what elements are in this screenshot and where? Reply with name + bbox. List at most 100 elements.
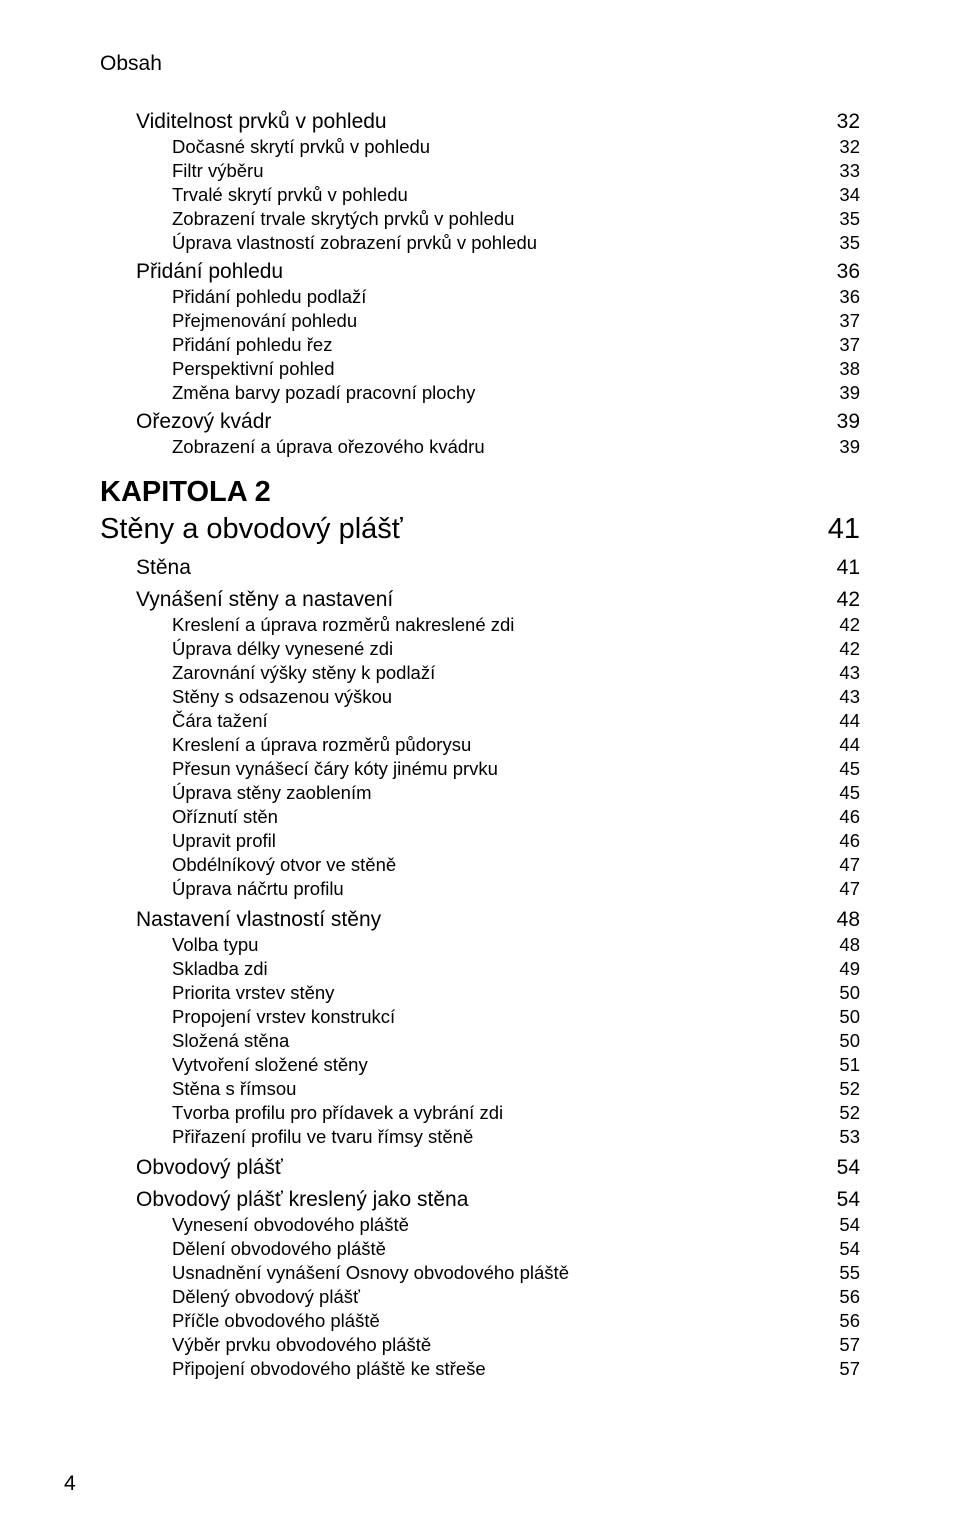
toc-item-label: Zobrazení trvale skrytých prvků v pohled… (172, 208, 827, 230)
toc-item-page: 35 (827, 208, 860, 230)
toc-item-label: Přidání pohledu řez (172, 334, 827, 356)
toc-item-label: Stěna s římsou (172, 1078, 827, 1100)
toc-body: Viditelnost prvků v pohledu32Dočasné skr… (100, 110, 860, 1380)
toc-item-label: Stěny s odsazenou výškou (172, 686, 827, 708)
toc-section-page: 39 (825, 410, 860, 434)
toc-item: Perspektivní pohled38 (100, 358, 860, 380)
toc-item: Dělení obvodového pláště54 (100, 1238, 860, 1260)
toc-item-label: Upravit profil (172, 830, 827, 852)
toc-item: Zobrazení a úprava ořezového kvádru39 (100, 436, 860, 458)
toc-item-label: Vynesení obvodového pláště (172, 1214, 827, 1236)
toc-section: Stěna41 (100, 556, 860, 580)
toc-item-page: 42 (827, 638, 860, 660)
toc-item-page: 48 (827, 934, 860, 956)
toc-item-label: Zarovnání výšky stěny k podlaží (172, 662, 827, 684)
toc-item-label: Čára tažení (172, 710, 827, 732)
toc-item: Výběr prvku obvodového pláště57 (100, 1334, 860, 1356)
toc-item: Úprava délky vynesené zdi42 (100, 638, 860, 660)
toc-item-page: 47 (827, 878, 860, 900)
toc-item-page: 34 (827, 184, 860, 206)
toc-section-page: 32 (825, 110, 860, 134)
toc-item-page: 43 (827, 686, 860, 708)
toc-item-page: 53 (827, 1126, 860, 1148)
toc-item: Volba typu48 (100, 934, 860, 956)
toc-item-page: 49 (827, 958, 860, 980)
toc-section: Nastavení vlastností stěny48 (100, 908, 860, 932)
toc-section-page: 54 (825, 1156, 860, 1180)
chapter-number: KAPITOLA 2 (100, 476, 860, 509)
page: Obsah Viditelnost prvků v pohledu32Dočas… (0, 0, 960, 1532)
toc-item-page: 57 (827, 1358, 860, 1380)
running-header: Obsah (100, 52, 860, 76)
toc-item: Přiřazení profilu ve tvaru římsy stěně53 (100, 1126, 860, 1148)
toc-item: Obdélníkový otvor ve stěně47 (100, 854, 860, 876)
toc-item-page: 38 (827, 358, 860, 380)
toc-item-page: 50 (827, 1006, 860, 1028)
toc-item-page: 46 (827, 806, 860, 828)
toc-item-page: 37 (827, 310, 860, 332)
toc-item-label: Vytvoření složené stěny (172, 1054, 827, 1076)
toc-section-label: Přidání pohledu (136, 260, 825, 284)
toc-section-page: 36 (825, 260, 860, 284)
toc-item: Vynesení obvodového pláště54 (100, 1214, 860, 1236)
toc-item-label: Složená stěna (172, 1030, 827, 1052)
toc-item-page: 37 (827, 334, 860, 356)
toc-section-label: Obvodový plášť (136, 1156, 825, 1180)
toc-item: Připojení obvodového pláště ke střeše57 (100, 1358, 860, 1380)
toc-section: Ořezový kvádr39 (100, 410, 860, 434)
toc-item-page: 51 (827, 1054, 860, 1076)
toc-item-label: Připojení obvodového pláště ke střeše (172, 1358, 827, 1380)
toc-item: Přesun vynášecí čáry kóty jinému prvku45 (100, 758, 860, 780)
toc-item: Usnadnění vynášení Osnovy obvodového plá… (100, 1262, 860, 1284)
toc-item-label: Úprava stěny zaoblením (172, 782, 827, 804)
toc-section-page: 54 (825, 1188, 860, 1212)
toc-item-page: 43 (827, 662, 860, 684)
toc-item: Zobrazení trvale skrytých prvků v pohled… (100, 208, 860, 230)
toc-item-page: 46 (827, 830, 860, 852)
toc-section-page: 42 (825, 588, 860, 612)
toc-item-label: Úprava vlastností zobrazení prvků v pohl… (172, 232, 827, 254)
toc-item-page: 55 (827, 1262, 860, 1284)
toc-item: Přejmenování pohledu37 (100, 310, 860, 332)
toc-item-label: Úprava náčrtu profilu (172, 878, 827, 900)
toc-section: Obvodový plášť kreslený jako stěna54 (100, 1188, 860, 1212)
toc-section-label: Stěna (136, 556, 825, 580)
toc-section-label: Ořezový kvádr (136, 410, 825, 434)
toc-item: Čára tažení44 (100, 710, 860, 732)
toc-item-page: 50 (827, 1030, 860, 1052)
toc-item-page: 39 (827, 436, 860, 458)
toc-section: Obvodový plášť54 (100, 1156, 860, 1180)
toc-item: Úprava náčrtu profilu47 (100, 878, 860, 900)
toc-item: Kreslení a úprava rozměrů nakreslené zdi… (100, 614, 860, 636)
toc-item-page: 47 (827, 854, 860, 876)
toc-section-label: Vynášení stěny a nastavení (136, 588, 825, 612)
chapter-title-label: Stěny a obvodový plášť (100, 513, 816, 546)
chapter-title: Stěny a obvodový plášť41 (100, 513, 860, 546)
toc-item: Stěny s odsazenou výškou43 (100, 686, 860, 708)
toc-item: Kreslení a úprava rozměrů půdorysu44 (100, 734, 860, 756)
toc-item-page: 56 (827, 1286, 860, 1308)
toc-item-label: Výběr prvku obvodového pláště (172, 1334, 827, 1356)
toc-section-page: 41 (825, 556, 860, 580)
toc-item-page: 44 (827, 734, 860, 756)
toc-section: Vynášení stěny a nastavení42 (100, 588, 860, 612)
toc-item: Filtr výběru33 (100, 160, 860, 182)
toc-item-label: Příčle obvodového pláště (172, 1310, 827, 1332)
toc-item-page: 52 (827, 1102, 860, 1124)
toc-item: Priorita vrstev stěny50 (100, 982, 860, 1004)
toc-section-label: Nastavení vlastností stěny (136, 908, 825, 932)
toc-item-page: 36 (827, 286, 860, 308)
toc-item: Úprava stěny zaoblením45 (100, 782, 860, 804)
toc-item: Vytvoření složené stěny51 (100, 1054, 860, 1076)
toc-item: Změna barvy pozadí pracovní plochy39 (100, 382, 860, 404)
toc-item-page: 42 (827, 614, 860, 636)
toc-item-label: Trvalé skrytí prvků v pohledu (172, 184, 827, 206)
toc-item: Skladba zdi49 (100, 958, 860, 980)
toc-item-label: Zobrazení a úprava ořezového kvádru (172, 436, 827, 458)
chapter-title-page: 41 (816, 513, 860, 546)
toc-item-label: Přejmenování pohledu (172, 310, 827, 332)
toc-item: Tvorba profilu pro přídavek a vybrání zd… (100, 1102, 860, 1124)
toc-item: Dělený obvodový plášť56 (100, 1286, 860, 1308)
toc-item-page: 35 (827, 232, 860, 254)
toc-item-label: Volba typu (172, 934, 827, 956)
